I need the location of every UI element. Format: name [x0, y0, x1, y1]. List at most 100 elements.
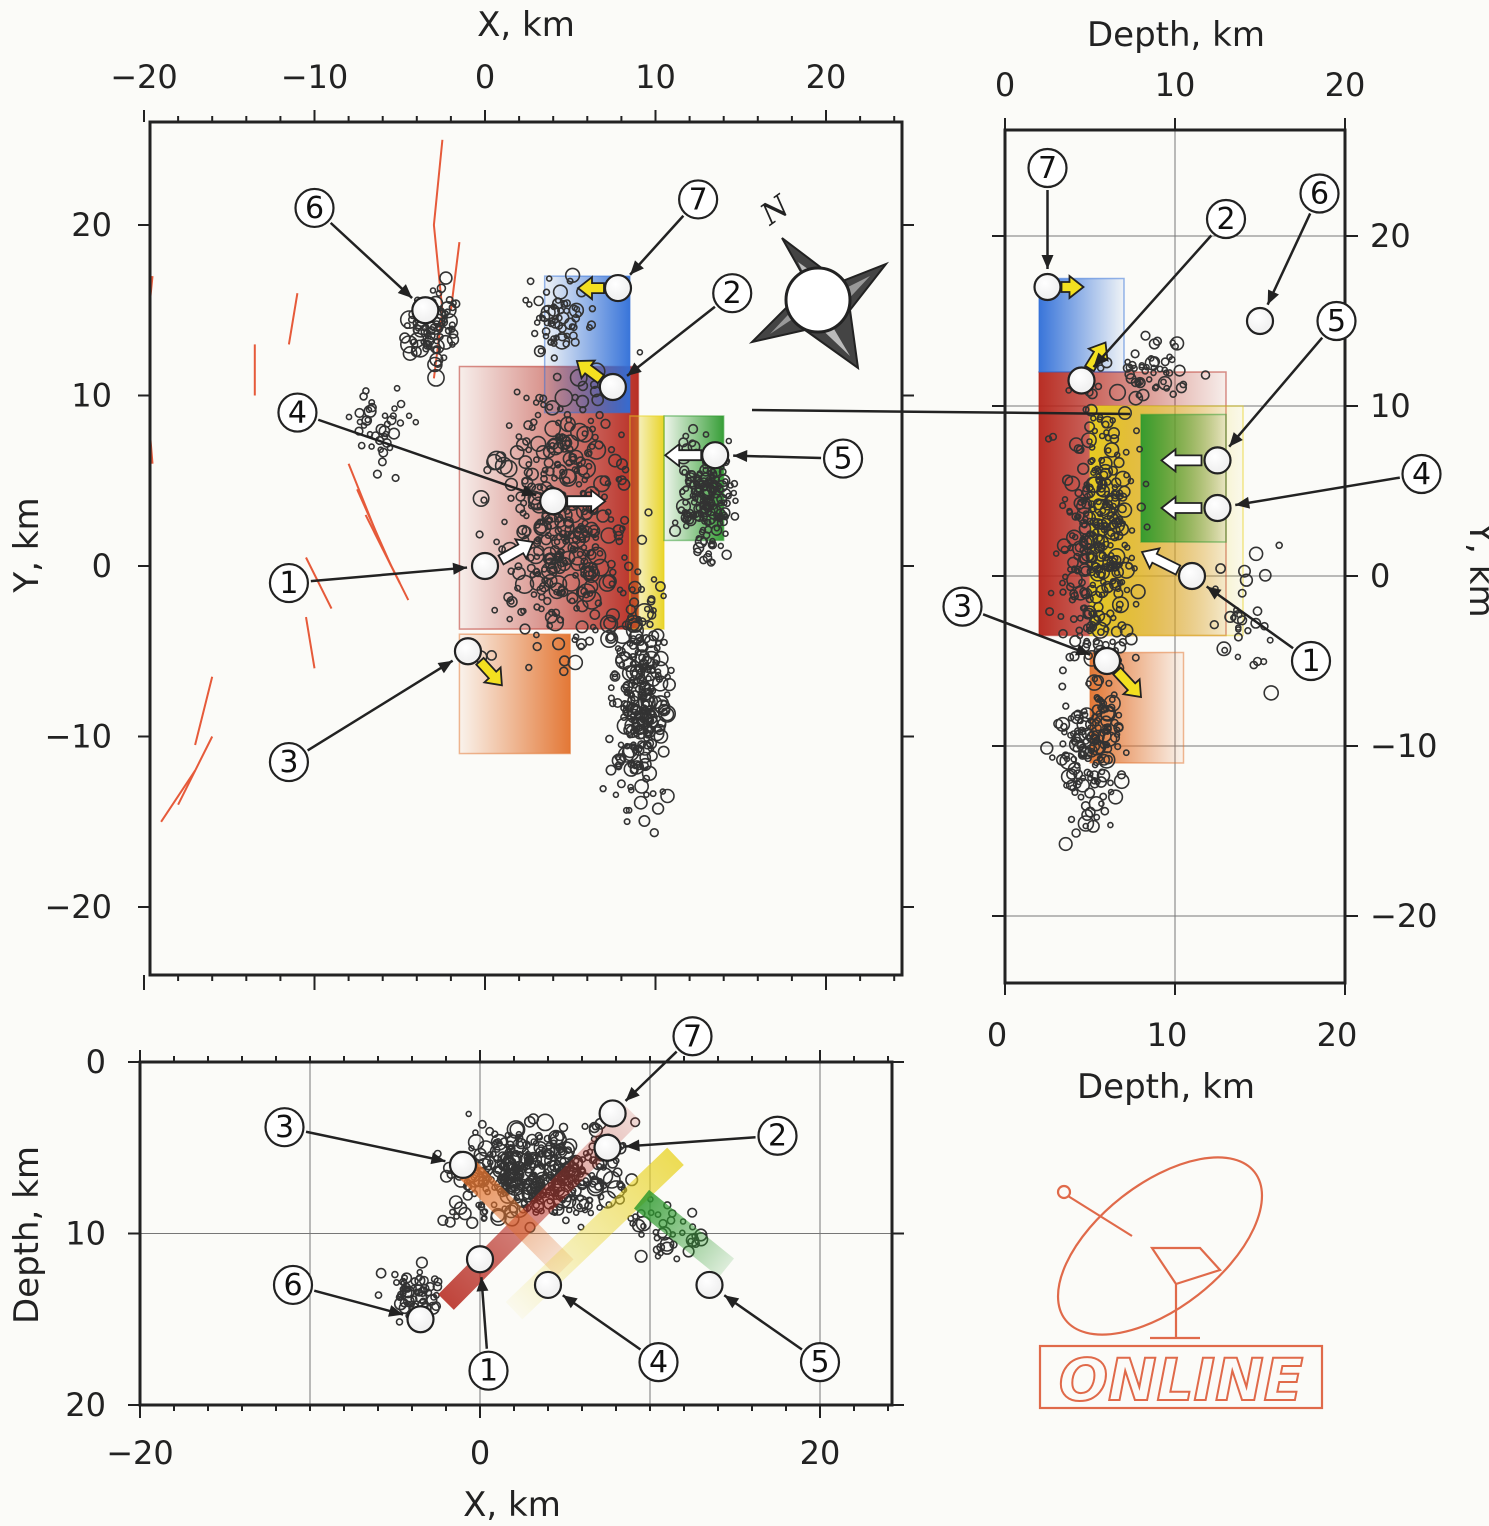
side-aftershock	[1168, 356, 1176, 364]
callout-line	[723, 1294, 803, 1351]
side-aftershock	[1160, 357, 1170, 367]
map-aftershock	[544, 610, 558, 624]
fault-trace	[373, 531, 410, 601]
map-aftershock	[513, 388, 521, 396]
side-aftershock	[1103, 723, 1112, 732]
cross-aftershock	[531, 1163, 546, 1178]
side-aftershock	[1084, 754, 1092, 763]
cross-aftershock	[537, 1144, 545, 1151]
side-aftershock	[1071, 512, 1080, 521]
map-aftershock	[558, 666, 569, 677]
map-aftershock	[627, 760, 636, 769]
map-aftershock	[605, 764, 617, 776]
event-marker-2	[593, 1133, 622, 1162]
cross-aftershock	[417, 1286, 428, 1298]
side-aftershock	[1090, 469, 1097, 477]
side-slip-arrows	[1060, 274, 1203, 699]
map-aftershock	[725, 492, 732, 500]
side-aftershock	[1249, 660, 1259, 670]
map-aftershock	[621, 620, 632, 631]
side-aftershock	[1091, 675, 1099, 683]
map-aftershock	[660, 592, 667, 600]
map-aftershock	[540, 534, 552, 546]
map-aftershock	[732, 497, 739, 505]
event-label-2: 2	[1216, 202, 1235, 237]
side-aftershock	[1125, 372, 1137, 384]
map-aftershock	[657, 745, 670, 758]
side-aftershock	[1110, 554, 1119, 563]
side-aftershock	[1096, 696, 1104, 704]
map-aftershock	[642, 722, 650, 730]
side-aftershock	[1105, 494, 1114, 503]
cross-aftershock	[562, 1216, 570, 1225]
map-aftershock	[646, 738, 658, 750]
map-aftershock	[391, 405, 398, 412]
map-aftershock	[694, 510, 701, 518]
side-aftershock	[1136, 502, 1147, 512]
side-aftershock	[1215, 563, 1226, 574]
side-aftershock	[1076, 614, 1084, 622]
map-aftershock	[360, 422, 368, 429]
map-aftershock	[607, 684, 615, 692]
side-aftershock	[1082, 623, 1092, 633]
side-y-label: Y, km	[1461, 521, 1489, 617]
fault-plane-5	[1140, 413, 1227, 543]
side-aftershock	[1066, 507, 1073, 515]
callout-badge	[268, 741, 310, 783]
callout-line	[317, 418, 537, 497]
cross-aftershock	[652, 1245, 662, 1254]
map-aftershock	[708, 541, 716, 548]
cross-section-panel: −20 0 20 0 10 20 X, km Depth, km 1 2 3 4 5 6 7	[7, 1016, 904, 1525]
map-aftershock	[556, 307, 565, 315]
side-aftershock	[1130, 349, 1140, 359]
side-aftershock	[1084, 403, 1098, 417]
cross-aftershock	[559, 1157, 567, 1165]
map-aftershock	[525, 460, 533, 468]
side-aftershock	[1058, 836, 1073, 852]
side-aftershock	[1101, 499, 1114, 511]
map-aftershock	[682, 432, 690, 440]
map-aftershock	[540, 304, 556, 321]
map-aftershock	[396, 399, 406, 409]
side-aftershock	[1061, 495, 1069, 503]
side-aftershock	[1095, 565, 1111, 580]
event-marker-6	[411, 296, 440, 325]
side-aftershock	[1114, 742, 1122, 751]
map-aftershock	[637, 673, 646, 682]
map-aftershock	[541, 466, 549, 474]
map-aftershock	[515, 491, 526, 502]
side-aftershock	[1071, 533, 1079, 541]
map-aftershock	[507, 598, 515, 605]
cross-aftershock	[571, 1194, 590, 1213]
map-aftershock	[619, 525, 626, 532]
side-aftershock	[1067, 556, 1079, 569]
map-aftershock	[607, 446, 616, 454]
tick-label: 20	[65, 1386, 106, 1424]
side-aftershock	[1069, 615, 1078, 624]
map-aftershock	[589, 623, 597, 631]
side-aftershock	[1061, 728, 1068, 736]
side-aftershock	[1133, 427, 1141, 435]
side-aftershock	[1092, 637, 1101, 646]
event-label-4: 4	[1412, 457, 1431, 492]
side-aftershock	[1095, 776, 1108, 788]
map-aftershock	[613, 530, 624, 541]
map-aftershock	[515, 438, 529, 452]
side-aftershock	[1116, 502, 1133, 518]
fault-trace	[305, 616, 316, 669]
side-aftershock	[1098, 591, 1106, 599]
side-aftershock	[1085, 552, 1095, 562]
map-aftershock	[544, 399, 561, 416]
map-aftershock	[622, 681, 630, 689]
cross-aftershock	[652, 1228, 660, 1236]
side-aftershock	[1107, 427, 1120, 440]
side-aftershock	[1089, 456, 1096, 464]
side-aftershock	[1059, 588, 1067, 596]
map-aftershock	[608, 580, 616, 588]
side-aftershock	[1115, 711, 1123, 719]
side-aftershock	[1075, 777, 1090, 793]
map-aftershock	[575, 599, 589, 613]
map-aftershock	[533, 295, 545, 307]
side-aftershock	[1103, 492, 1121, 510]
side-aftershock	[1111, 565, 1125, 579]
